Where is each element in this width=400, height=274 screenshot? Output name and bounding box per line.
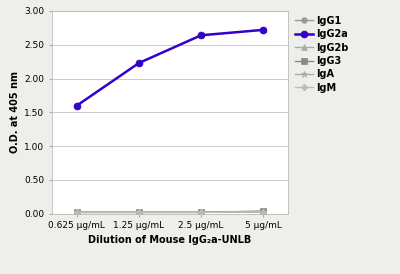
IgA (261, 210, 266, 213)
IgG1 (199, 211, 204, 214)
Line: IgA: IgA (73, 208, 267, 216)
Legend: IgG1, IgG2a, IgG2b, IgG3, IgA, IgM: IgG1, IgG2a, IgG2b, IgG3, IgA, IgM (295, 16, 349, 93)
IgM (136, 211, 141, 214)
X-axis label: Dilution of Mouse IgG₂a-UNLB: Dilution of Mouse IgG₂a-UNLB (88, 235, 252, 244)
Line: IgG1: IgG1 (74, 209, 266, 215)
IgG2b (136, 211, 141, 214)
Line: IgM: IgM (74, 209, 266, 215)
IgA (74, 211, 79, 214)
IgG2b (199, 211, 204, 214)
IgG2a (199, 34, 204, 37)
IgG1 (136, 211, 141, 214)
Y-axis label: O.D. at 405 nm: O.D. at 405 nm (10, 71, 20, 153)
IgG2b (261, 210, 266, 213)
Line: IgG3: IgG3 (74, 208, 266, 215)
IgM (261, 210, 266, 213)
IgG2a (74, 104, 79, 107)
IgG3 (136, 211, 141, 214)
IgG3 (199, 211, 204, 214)
Line: IgG2b: IgG2b (74, 209, 266, 215)
Line: IgG2a: IgG2a (73, 26, 267, 109)
IgA (199, 211, 204, 214)
IgG1 (74, 211, 79, 214)
IgM (74, 211, 79, 214)
IgG1 (261, 210, 266, 213)
IgM (199, 211, 204, 214)
IgG2a (261, 28, 266, 32)
IgG2a (136, 61, 141, 65)
IgG2b (74, 211, 79, 214)
IgA (136, 211, 141, 214)
IgG3 (74, 211, 79, 214)
IgG3 (261, 209, 266, 213)
